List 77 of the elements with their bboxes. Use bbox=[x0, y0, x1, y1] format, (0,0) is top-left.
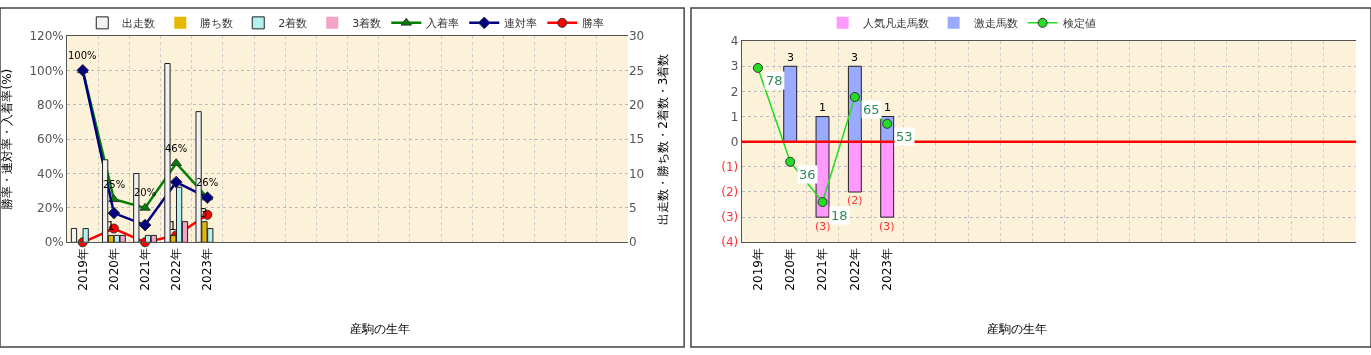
point bbox=[139, 202, 151, 211]
y-tick-label: (1) bbox=[721, 160, 739, 175]
y2-tick-label: 25 bbox=[628, 63, 645, 78]
data-label: 1 bbox=[169, 219, 177, 233]
x-axis-title: 産駒の生年 bbox=[987, 322, 1047, 336]
legend-label: 2着数 bbox=[278, 17, 308, 31]
y-tick-label: 3 bbox=[730, 59, 739, 74]
y2-tick-label: 5 bbox=[628, 201, 637, 216]
legend-label: 3着数 bbox=[352, 17, 382, 31]
legend-label: 検定値 bbox=[1062, 17, 1096, 31]
x-tick-label: 2020年 bbox=[106, 248, 121, 291]
y-tick-label: 2 bbox=[730, 84, 739, 99]
bar bbox=[82, 228, 89, 243]
y2-tick-label: 20 bbox=[628, 97, 645, 112]
point bbox=[849, 91, 860, 102]
y-tick-label: 0 bbox=[730, 134, 739, 149]
data-label: 53 bbox=[896, 129, 913, 144]
point bbox=[785, 156, 796, 167]
legend-label: 激走馬数 bbox=[973, 17, 1018, 31]
y-axis-title: 勝率・連対率・入着率(%) bbox=[0, 68, 14, 210]
point bbox=[138, 218, 152, 232]
point bbox=[817, 197, 828, 208]
bar bbox=[880, 141, 895, 218]
data-label: 36 bbox=[799, 167, 816, 182]
data-label: 78 bbox=[766, 73, 783, 88]
y-tick-label: 0% bbox=[44, 235, 64, 250]
y-tick-label: 40% bbox=[37, 166, 64, 181]
legend-label: 出走数 bbox=[122, 17, 156, 31]
bar bbox=[815, 116, 830, 143]
bar bbox=[783, 65, 798, 143]
y2-tick-label: 15 bbox=[628, 132, 645, 147]
y-tick-label: 4 bbox=[730, 34, 739, 49]
legend-label: 勝率 bbox=[582, 17, 605, 31]
legend-label: 人気凡走馬数 bbox=[862, 17, 929, 31]
y-tick-label: (4) bbox=[721, 235, 739, 250]
data-label: 46% bbox=[165, 143, 188, 154]
x-tick-label: 2021年 bbox=[137, 248, 152, 291]
y-tick-label: 80% bbox=[37, 97, 64, 112]
x-axis-title: 産駒の生年 bbox=[350, 322, 410, 336]
x-tick-label: 2022年 bbox=[847, 248, 862, 291]
point bbox=[752, 62, 763, 73]
x-tick-label: 2023年 bbox=[880, 248, 895, 291]
x-tick-label: 2020年 bbox=[783, 248, 798, 291]
data-label: 1 bbox=[819, 101, 826, 114]
x-tick-label: 2023年 bbox=[200, 248, 215, 291]
y-tick-label: 120% bbox=[29, 29, 64, 44]
y2-tick-label: 0 bbox=[628, 235, 637, 250]
point bbox=[169, 175, 183, 189]
y2-tick-label: 10 bbox=[628, 166, 645, 181]
x-tick-label: 2022年 bbox=[169, 248, 184, 291]
data-label: 1 bbox=[884, 101, 891, 114]
bar bbox=[70, 228, 78, 243]
y-tick-label: 20% bbox=[37, 201, 64, 216]
data-label: 65 bbox=[863, 102, 880, 117]
x-tick-label: 2019年 bbox=[75, 248, 90, 291]
legend-label: 連対率 bbox=[504, 17, 538, 31]
point bbox=[107, 206, 121, 220]
x-tick-label: 2019年 bbox=[750, 248, 765, 291]
y-tick-label: (3) bbox=[721, 210, 739, 225]
y2-tick-label: 30 bbox=[628, 29, 645, 44]
data-label: 20% bbox=[134, 187, 157, 198]
data-label: (2) bbox=[847, 194, 863, 207]
data-label: 100% bbox=[68, 50, 97, 61]
bar bbox=[847, 141, 862, 193]
data-label: (3) bbox=[879, 220, 895, 233]
y-tick-label: (2) bbox=[721, 185, 739, 200]
y-tick-label: 1 bbox=[730, 109, 739, 124]
data-label: 3 bbox=[787, 51, 794, 64]
legend-label: 勝ち数 bbox=[200, 17, 234, 31]
y2-axis-title: 出走数・勝ち数・2着数・3着数 bbox=[656, 53, 671, 225]
y-tick-label: 60% bbox=[37, 132, 64, 147]
x-tick-label: 2021年 bbox=[815, 248, 830, 291]
data-label: 18 bbox=[831, 208, 848, 223]
legend-label: 入着率 bbox=[426, 17, 460, 31]
data-label: 3 bbox=[851, 51, 858, 64]
y-tick-label: 100% bbox=[29, 63, 64, 78]
data-label: (3) bbox=[815, 220, 831, 233]
